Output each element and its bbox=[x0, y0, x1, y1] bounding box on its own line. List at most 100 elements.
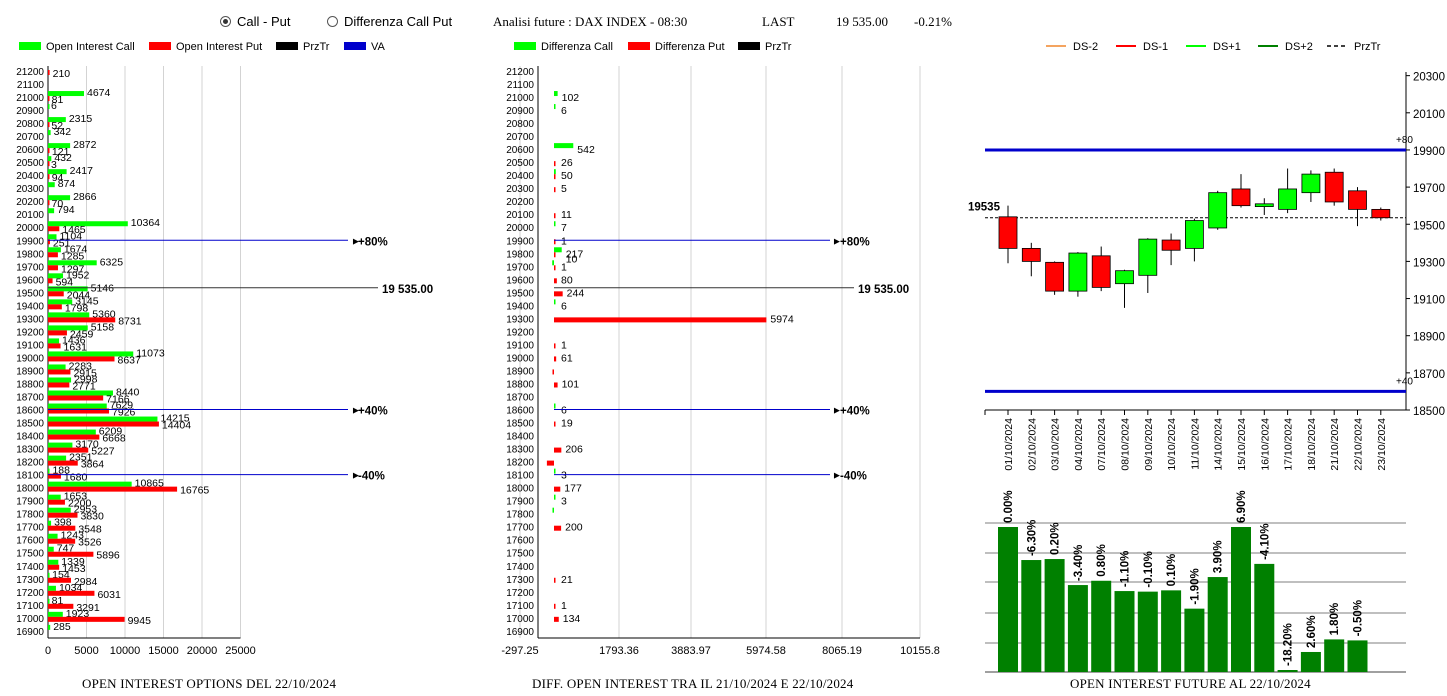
oi-bar-label: 0.00% bbox=[1003, 490, 1015, 523]
y-tick-label: 17400 bbox=[16, 562, 44, 573]
band-label: +40 bbox=[1396, 376, 1413, 387]
oi-bar-label: -1.10% bbox=[1120, 551, 1132, 587]
bar-call bbox=[48, 455, 67, 461]
oi-bar-label: -6.30% bbox=[1026, 520, 1038, 556]
oi-bar bbox=[1207, 577, 1228, 672]
bar-put bbox=[48, 70, 50, 75]
bar-put bbox=[48, 551, 94, 557]
legend-label: Differenza Call bbox=[541, 41, 613, 53]
data-label-put: 94 bbox=[52, 172, 64, 184]
bar-call bbox=[48, 260, 97, 266]
y-tick-label: 17100 bbox=[506, 601, 534, 612]
bar-put bbox=[48, 278, 53, 284]
y-tick-label: 18800 bbox=[506, 379, 534, 390]
y-tick-label: 18900 bbox=[1413, 332, 1445, 344]
x-tick-label: 09/10/2024 bbox=[1143, 418, 1155, 471]
legend-label: Open Interest Call bbox=[46, 41, 135, 53]
oi-bar bbox=[998, 527, 1018, 672]
data-label-put: 2984 bbox=[74, 576, 98, 588]
x-tick-label: 11/10/2024 bbox=[1189, 418, 1201, 470]
radio-call-put-indicator[interactable] bbox=[220, 16, 231, 27]
bar-put bbox=[48, 317, 116, 323]
data-label-diff: 6 bbox=[561, 105, 567, 117]
last-value: 19 535.00 bbox=[836, 14, 888, 29]
bar-call bbox=[48, 390, 113, 396]
y-tick-label: 19900 bbox=[506, 236, 534, 247]
change-value: -0.21% bbox=[914, 14, 952, 29]
bar-put bbox=[48, 590, 95, 596]
data-label-put: 3830 bbox=[80, 511, 104, 523]
y-tick-label: 18300 bbox=[16, 445, 44, 456]
bar-diff-call bbox=[554, 247, 562, 253]
x-tick-label: 10000 bbox=[110, 645, 141, 657]
candle-body bbox=[1348, 190, 1367, 210]
radio-diff-indicator[interactable] bbox=[327, 16, 338, 27]
legend-label: VA bbox=[371, 41, 386, 53]
data-label-diff: 80 bbox=[561, 274, 573, 286]
panel3-title: OPEN INTEREST FUTURE AL 22/10/2024 bbox=[1070, 676, 1311, 691]
data-label-diff: 206 bbox=[565, 444, 583, 456]
bar-put bbox=[48, 161, 50, 167]
y-tick-label: 19100 bbox=[506, 340, 534, 351]
bar-call bbox=[48, 143, 71, 149]
data-label-call: 794 bbox=[57, 204, 75, 216]
y-tick-label: 17200 bbox=[16, 588, 44, 599]
oi-bar bbox=[1114, 591, 1135, 672]
y-tick-label: 18600 bbox=[16, 406, 44, 417]
data-label-diff: 3 bbox=[561, 470, 567, 482]
data-label-diff: 5 bbox=[561, 183, 567, 195]
data-label-call: 11073 bbox=[136, 347, 165, 359]
candle-body bbox=[1115, 270, 1134, 285]
bar-call bbox=[48, 299, 73, 305]
bar-call bbox=[48, 104, 50, 110]
radio-call-put[interactable]: Call - Put bbox=[220, 14, 290, 29]
x-tick-label: 5974.58 bbox=[746, 645, 786, 657]
reference-label: 19 535.00 bbox=[382, 284, 433, 296]
data-label-call: 1952 bbox=[66, 269, 90, 281]
bar-call bbox=[48, 286, 88, 292]
reference-label: +80% bbox=[840, 236, 870, 248]
band-label: +80 bbox=[1396, 135, 1413, 146]
oi-bar bbox=[1137, 591, 1158, 672]
data-label-put: 1465 bbox=[62, 224, 86, 236]
y-tick-label: 20300 bbox=[16, 184, 44, 195]
x-tick-label: 01/10/2024 bbox=[1003, 418, 1015, 471]
y-tick-label: 20500 bbox=[506, 158, 534, 169]
candle-body bbox=[1324, 171, 1344, 203]
oi-bar-label: -18.20% bbox=[1283, 623, 1295, 666]
radio-call-put-label: Call - Put bbox=[237, 14, 291, 29]
bar-put bbox=[48, 512, 78, 518]
bar-call bbox=[48, 416, 158, 422]
y-tick-label: 19600 bbox=[506, 275, 534, 286]
data-label-put: 9945 bbox=[128, 615, 152, 627]
y-tick-label: 18100 bbox=[16, 471, 44, 482]
legend-label: DS-2 bbox=[1073, 41, 1098, 53]
x-tick-label: 15/10/2024 bbox=[1236, 418, 1248, 471]
y-tick-label: 16900 bbox=[16, 627, 44, 638]
y-tick-label: 19900 bbox=[16, 236, 44, 247]
oi-bar-label: 2.60% bbox=[1306, 615, 1318, 648]
candle-body bbox=[1231, 188, 1251, 207]
y-tick-label: 20400 bbox=[16, 171, 44, 182]
y-tick-label: 19700 bbox=[506, 262, 534, 273]
data-label-diff: 217 bbox=[566, 248, 584, 260]
x-tick-label: 14/10/2024 bbox=[1213, 418, 1225, 471]
bar-diff-call bbox=[554, 221, 556, 227]
x-tick-label: 10/10/2024 bbox=[1166, 418, 1178, 471]
oi-bar bbox=[1231, 527, 1251, 672]
data-label-put: 6031 bbox=[97, 589, 121, 601]
data-label-diff: 101 bbox=[562, 378, 580, 390]
bar-put bbox=[48, 252, 58, 258]
radio-diff-call-put[interactable]: Differenza Call Put bbox=[327, 14, 452, 29]
data-label-put: 1297 bbox=[61, 263, 85, 275]
data-label-call: 1339 bbox=[61, 556, 85, 568]
data-label-put: 1285 bbox=[61, 250, 85, 262]
candle-body bbox=[1208, 192, 1228, 229]
bar-call bbox=[48, 169, 67, 175]
bar-call bbox=[48, 208, 55, 214]
oi-bar bbox=[1254, 563, 1275, 672]
candle-body bbox=[1254, 203, 1274, 208]
reference-label: +80% bbox=[358, 236, 388, 248]
data-label-diff: 134 bbox=[563, 613, 581, 625]
